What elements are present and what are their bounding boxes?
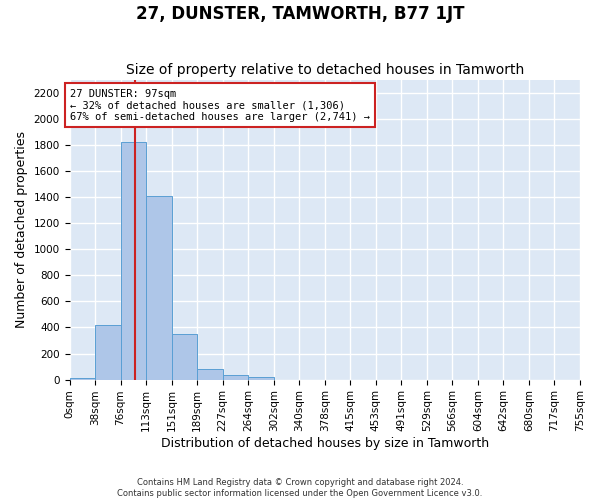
Text: 27, DUNSTER, TAMWORTH, B77 1JT: 27, DUNSTER, TAMWORTH, B77 1JT <box>136 5 464 23</box>
Bar <box>223 376 248 380</box>
Bar <box>248 377 274 380</box>
Bar <box>70 378 95 380</box>
Bar <box>172 334 197 380</box>
Text: Contains HM Land Registry data © Crown copyright and database right 2024.
Contai: Contains HM Land Registry data © Crown c… <box>118 478 482 498</box>
Bar <box>121 142 146 380</box>
Bar <box>146 196 172 380</box>
Title: Size of property relative to detached houses in Tamworth: Size of property relative to detached ho… <box>125 63 524 77</box>
Bar <box>197 369 223 380</box>
Y-axis label: Number of detached properties: Number of detached properties <box>15 131 28 328</box>
X-axis label: Distribution of detached houses by size in Tamworth: Distribution of detached houses by size … <box>161 437 489 450</box>
Bar <box>95 325 121 380</box>
Text: 27 DUNSTER: 97sqm
← 32% of detached houses are smaller (1,306)
67% of semi-detac: 27 DUNSTER: 97sqm ← 32% of detached hous… <box>70 88 370 122</box>
